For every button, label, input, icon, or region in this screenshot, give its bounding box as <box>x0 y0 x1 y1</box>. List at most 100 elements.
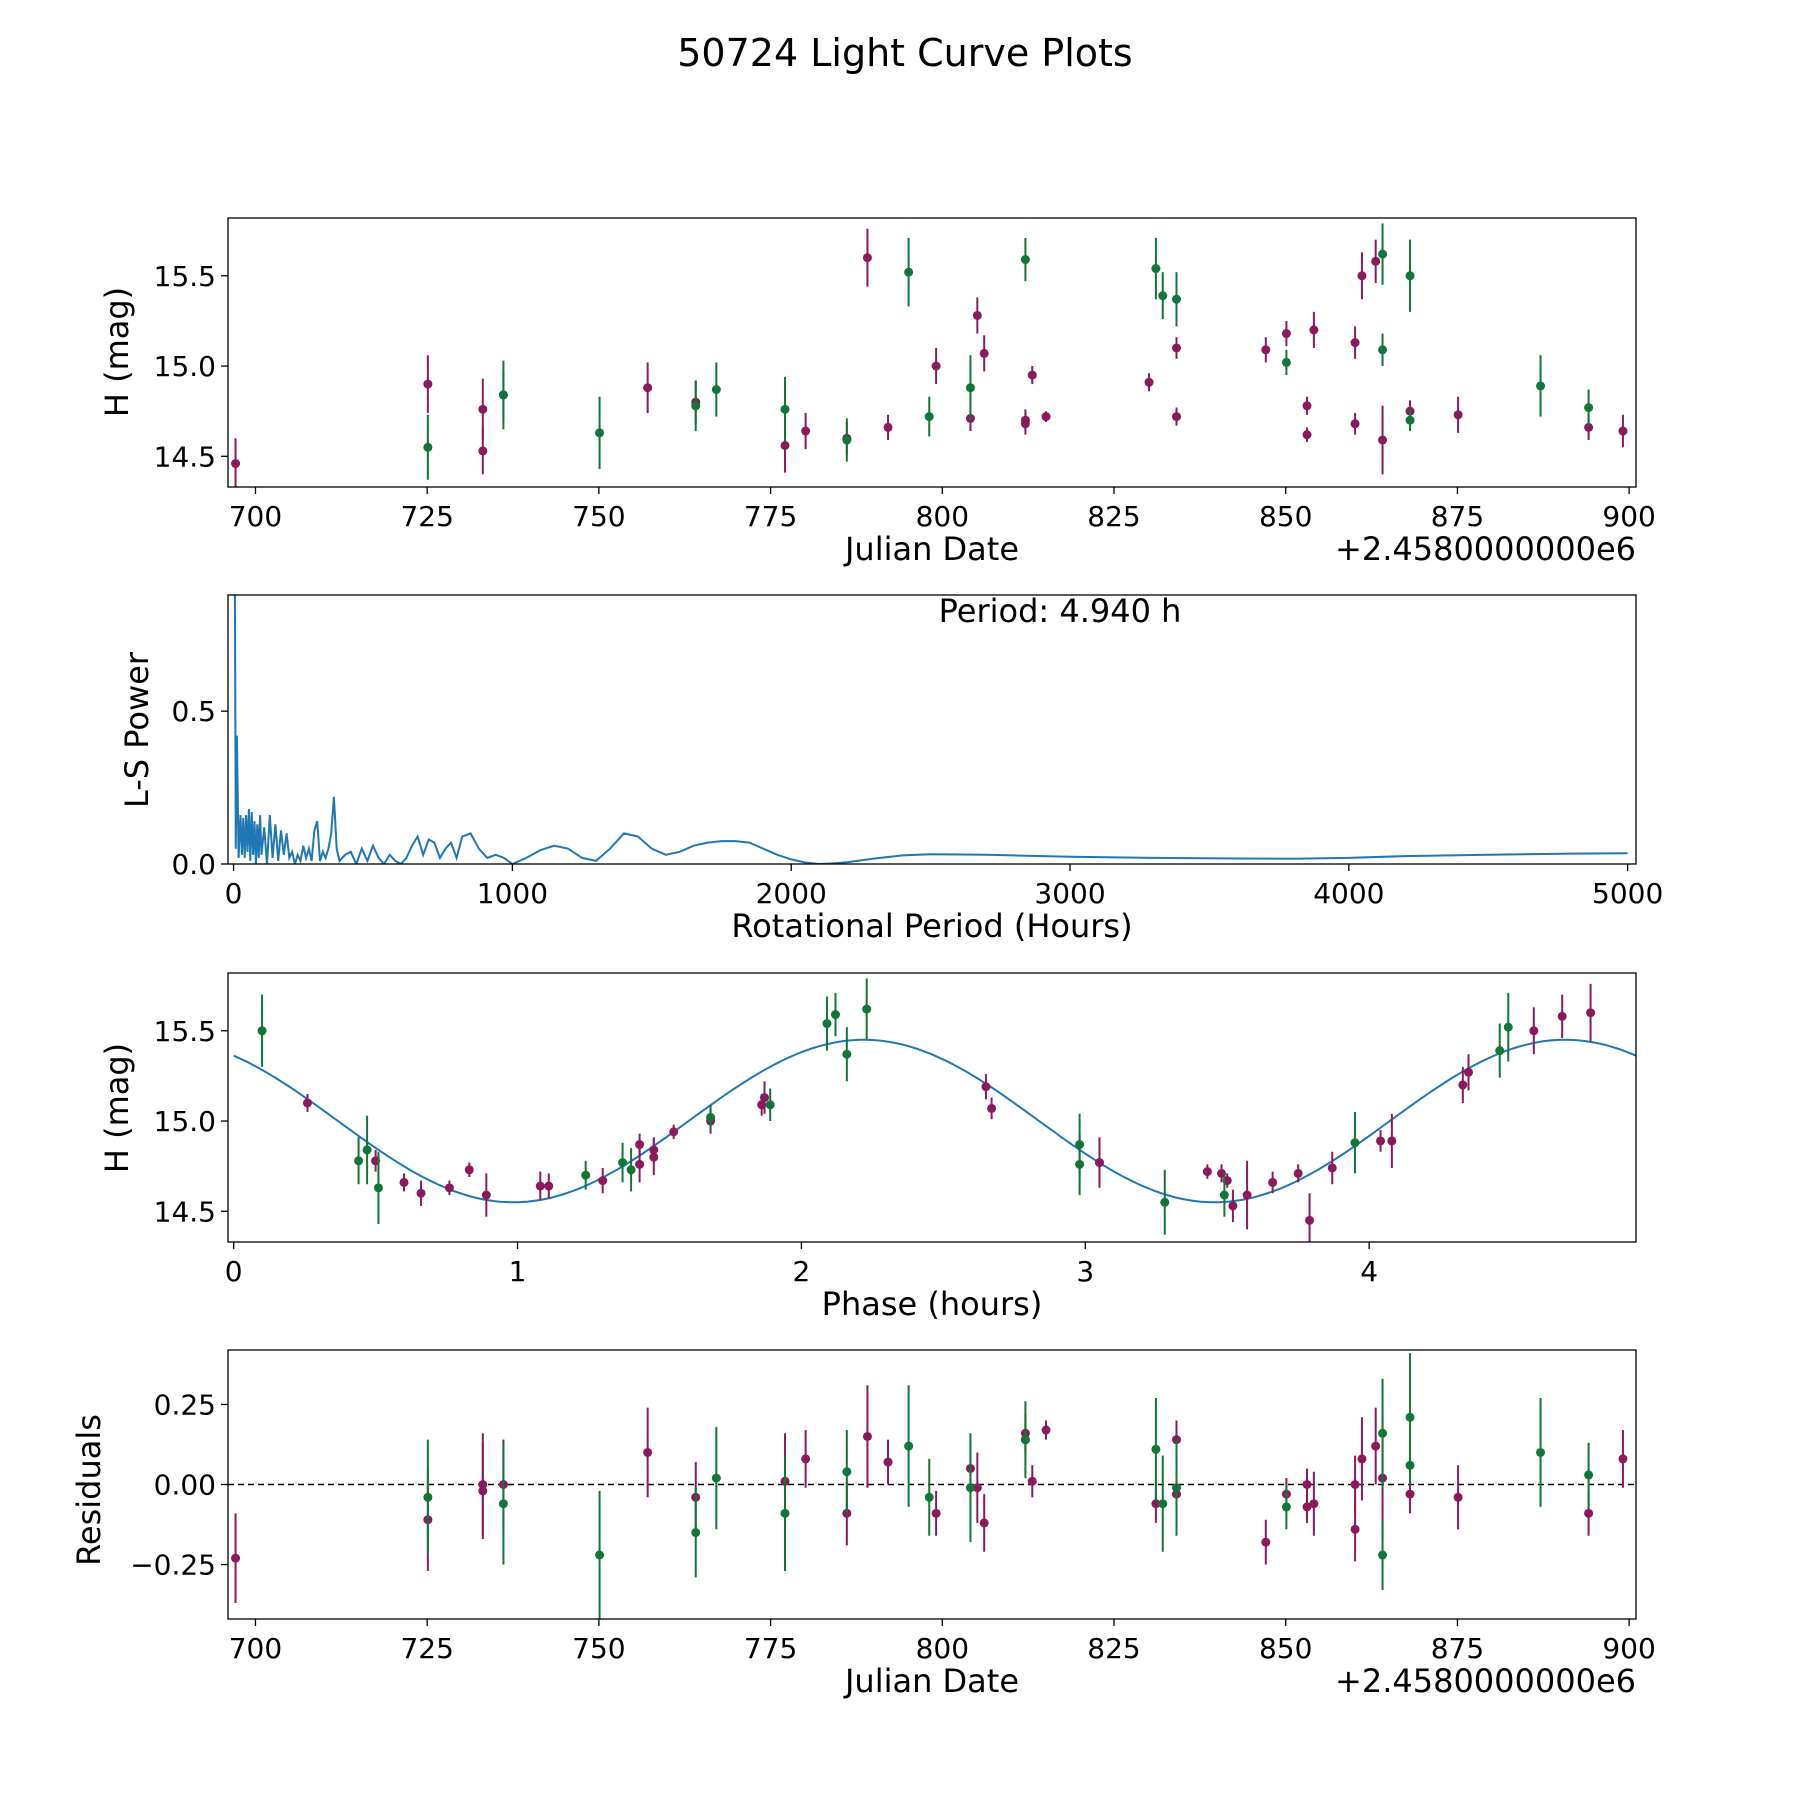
lightcurve-purple-point <box>478 404 488 414</box>
phased-green-point <box>1495 1046 1505 1056</box>
lightcurve-green-point <box>1172 294 1182 304</box>
phased-purple-point <box>544 1181 554 1191</box>
phased-green-point <box>257 1026 267 1036</box>
residuals-green-point <box>711 1473 721 1483</box>
phased-green-point <box>830 1010 840 1020</box>
phased-purple-point <box>1327 1163 1337 1173</box>
lightcurve-purple-point <box>972 310 982 320</box>
lightcurve-purple-point <box>1453 410 1463 420</box>
residuals-purple-point <box>478 1480 488 1489</box>
residuals-green-point <box>1378 1428 1388 1438</box>
lightcurve-panel: 700 725 750 775 800 825 850 875 90014.515.015.5 … <box>98 217 1656 568</box>
periodogram-power-line <box>233 595 1628 864</box>
residuals-purple-point <box>1405 1489 1415 1499</box>
residuals-purple-point <box>972 1483 982 1493</box>
phased-marks <box>233 978 1637 1242</box>
residuals-x-tick-label: 850 <box>1259 1632 1312 1665</box>
phased-purple-point <box>649 1152 659 1162</box>
phased-purple-point <box>669 1127 679 1137</box>
phased-purple-point <box>535 1181 545 1191</box>
lightcurve-x-label: Julian Date <box>843 530 1019 568</box>
phased-green-point <box>373 1183 383 1193</box>
lightcurve-purple-point <box>979 348 989 358</box>
residuals-purple-point <box>1371 1441 1381 1451</box>
phased-green-point <box>1350 1138 1360 1148</box>
phased-purple-point <box>1376 1136 1386 1146</box>
residuals-ticks: 700 725 750 775 800 825 850 875 900 0.25 0.00 −0.25 <box>130 1388 1656 1665</box>
residuals-purple-point <box>1357 1454 1367 1464</box>
periodogram-x-label: Rotational Period (Hours) <box>731 907 1132 945</box>
residuals-purple-point <box>1151 1499 1161 1509</box>
lightcurve-y-tick-label: 14.5 <box>154 440 216 473</box>
lightcurve-green-point <box>1158 291 1168 301</box>
lightcurve-green-point <box>965 383 975 393</box>
residuals-x-tick-label: 800 <box>916 1632 969 1665</box>
phased-purple-point <box>1293 1168 1303 1178</box>
phased-purple-point <box>302 1098 312 1108</box>
residuals-purple-point <box>1302 1480 1312 1489</box>
phased-purple-point <box>1242 1190 1252 1200</box>
phased-fit-curve <box>233 1038 1637 1204</box>
lightcurve-green-point <box>1378 345 1388 355</box>
lightcurve-green-point <box>1584 403 1594 413</box>
phased-green-point <box>1503 1022 1513 1032</box>
residuals-x-tick-label: 900 <box>1602 1632 1655 1665</box>
periodogram-x-tick-label: 4000 <box>1313 877 1384 910</box>
residuals-green-point <box>498 1499 508 1509</box>
residuals-purple-point <box>931 1508 941 1518</box>
lightcurve-green-point <box>1281 357 1291 367</box>
lightcurve-y-tick-label: 15.0 <box>154 350 216 383</box>
lightcurve-purple-point <box>1584 422 1594 432</box>
phased-x-label: Phase (hours) <box>822 1285 1043 1323</box>
phased-purple-point <box>416 1188 426 1198</box>
lightcurve-marks <box>231 223 1628 487</box>
residuals-purple-point <box>801 1454 811 1464</box>
lightcurve-purple-point <box>1302 430 1312 440</box>
lightcurve-purple-point <box>862 253 872 263</box>
phased-purple-point <box>481 1190 491 1200</box>
lightcurve-x-tick-label: 725 <box>400 500 453 533</box>
phased-x-tick-label: 1 <box>509 1255 527 1288</box>
lightcurve-x-tick-label: 700 <box>229 500 282 533</box>
residuals-purple-point <box>1027 1476 1037 1486</box>
phased-y-tick-label: 15.0 <box>154 1105 216 1138</box>
lightcurve-purple-point <box>1020 419 1030 429</box>
residuals-green-point <box>1405 1412 1415 1422</box>
phased-purple-point <box>981 1082 991 1092</box>
residuals-y-tick-label: −0.25 <box>130 1549 216 1582</box>
phased-panel: 0 1 2 3 4 14.5 15.0 15.5 Phase (hours) H (mag) <box>98 972 1637 1323</box>
phased-x-tick-label: 3 <box>1076 1255 1094 1288</box>
phased-purple-point <box>1305 1215 1315 1225</box>
phased-green-point <box>706 1112 716 1122</box>
phased-green-point <box>1075 1159 1085 1169</box>
phased-green-point <box>822 1019 832 1029</box>
phased-purple-point <box>598 1176 608 1186</box>
residuals-green-point <box>1151 1444 1161 1454</box>
lightcurve-purple-point <box>931 361 941 371</box>
phased-purple-point <box>635 1140 645 1150</box>
residuals-purple-point <box>1584 1508 1594 1518</box>
residuals-purple-point <box>1261 1537 1271 1547</box>
residuals-y-tick-label: 0.00 <box>154 1469 216 1502</box>
residuals-green-point <box>1281 1502 1291 1512</box>
phased-y-tick-label: 15.5 <box>154 1015 216 1048</box>
periodogram-marks <box>233 595 1628 864</box>
phased-purple-point <box>987 1103 997 1113</box>
residuals-green-point <box>1536 1447 1546 1457</box>
periodogram-x-tick-label: 3000 <box>1034 877 1105 910</box>
residuals-x-tick-label: 700 <box>229 1632 282 1665</box>
residuals-points <box>231 1353 1628 1619</box>
phased-purple-point <box>760 1093 770 1103</box>
phased-purple-point <box>1557 1011 1567 1021</box>
residuals-x-label: Julian Date <box>843 1662 1019 1700</box>
lightcurve-x-tick-label: 825 <box>1087 500 1140 533</box>
lightcurve-purple-point <box>1172 412 1182 422</box>
phased-purple-point <box>1202 1167 1212 1177</box>
phased-green-point <box>765 1100 775 1110</box>
phased-green-point <box>362 1145 372 1155</box>
lightcurve-points <box>231 223 1628 487</box>
lightcurve-purple-point <box>1041 412 1051 422</box>
periodogram-x-tick-label: 1000 <box>477 877 548 910</box>
phased-frame <box>227 972 1637 1243</box>
residuals-purple-point <box>1453 1492 1463 1502</box>
